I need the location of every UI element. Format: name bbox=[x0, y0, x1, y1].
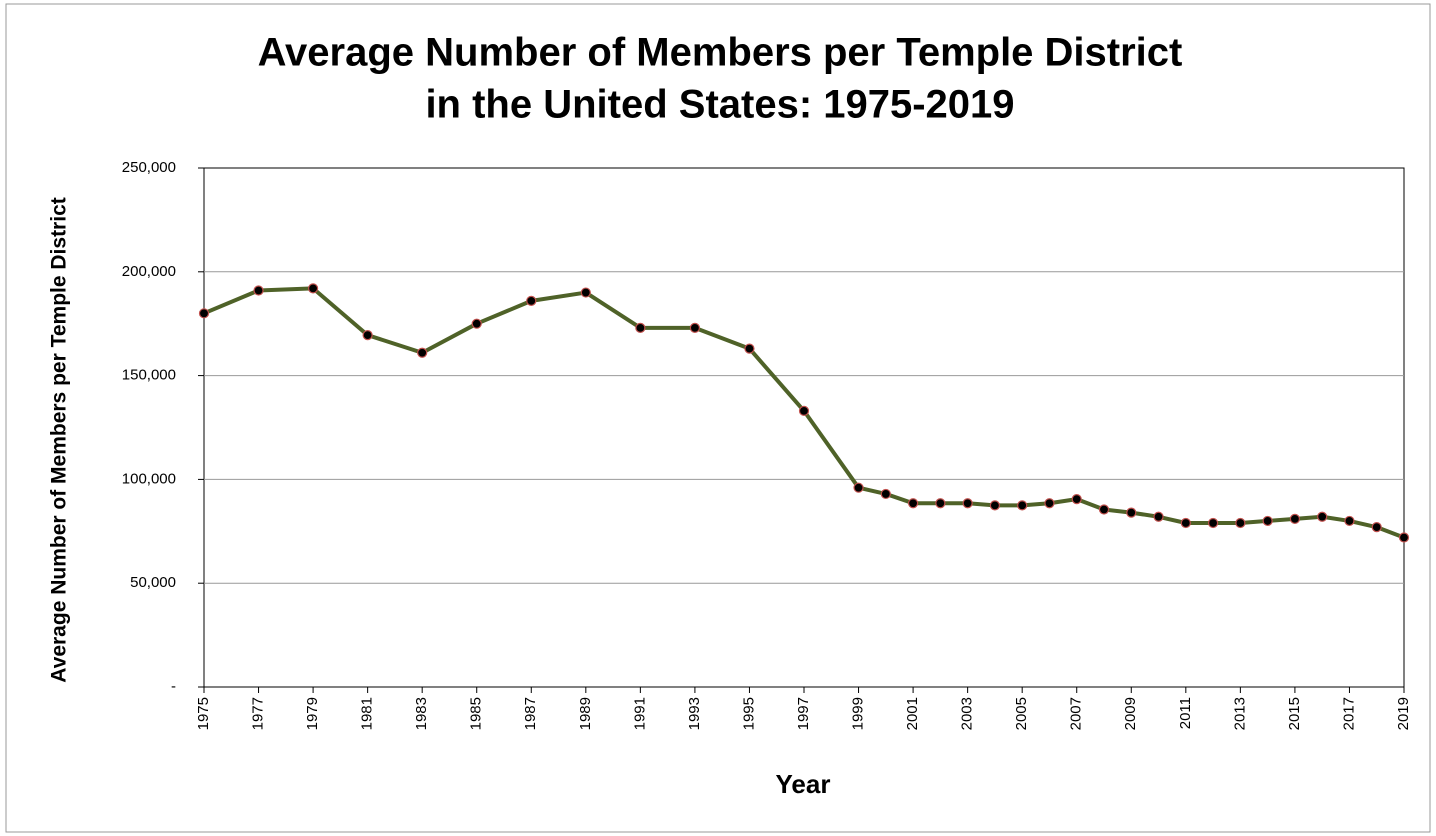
marker bbox=[989, 500, 1001, 511]
marker bbox=[580, 287, 591, 298]
x-tick-label: 1981 bbox=[359, 697, 376, 730]
x-axis-label: Year bbox=[776, 769, 831, 799]
marker bbox=[1398, 532, 1410, 543]
x-tick-label: 2003 bbox=[959, 697, 976, 730]
x-tick-label: 2009 bbox=[1122, 697, 1139, 730]
y-tick-label: - bbox=[171, 678, 176, 695]
marker bbox=[880, 488, 891, 500]
marker bbox=[526, 295, 537, 306]
marker bbox=[1371, 522, 1382, 533]
marker bbox=[471, 318, 482, 329]
x-tick-label: 1983 bbox=[413, 697, 430, 730]
marker bbox=[1262, 515, 1273, 527]
x-tick-label: 1991 bbox=[631, 697, 648, 730]
chart-title: in the United States: 1975-2019 bbox=[425, 83, 1014, 127]
y-tick-label: 100,000 bbox=[122, 470, 176, 487]
x-tick-label: 2011 bbox=[1177, 697, 1194, 729]
x-tick-label: 2017 bbox=[1340, 697, 1357, 730]
marker bbox=[1071, 494, 1082, 505]
x-tick-label: 1995 bbox=[740, 697, 757, 730]
marker bbox=[253, 285, 264, 296]
marker bbox=[417, 347, 428, 358]
marker bbox=[689, 322, 701, 333]
marker bbox=[198, 308, 210, 319]
x-tick-label: 1977 bbox=[250, 697, 267, 730]
x-tick-label: 2005 bbox=[1013, 697, 1030, 730]
marker bbox=[1344, 515, 1355, 527]
x-tick-label: 1985 bbox=[468, 697, 485, 730]
marker bbox=[1126, 507, 1137, 518]
plot-area bbox=[203, 167, 1405, 688]
x-tick-label: 2007 bbox=[1068, 697, 1085, 730]
marker bbox=[1153, 511, 1164, 522]
y-axis-label: Average Number of Members per Temple Dis… bbox=[48, 197, 71, 682]
marker bbox=[1207, 517, 1219, 529]
marker bbox=[744, 343, 755, 354]
y-tick-label: 250,000 bbox=[122, 159, 176, 176]
marker bbox=[962, 498, 973, 509]
marker bbox=[935, 498, 946, 509]
marker bbox=[1098, 504, 1110, 515]
x-tick-label: 1975 bbox=[195, 697, 212, 730]
marker bbox=[907, 498, 919, 509]
y-tick-label: 200,000 bbox=[122, 263, 176, 280]
marker bbox=[1017, 500, 1028, 511]
x-tick-label: 1989 bbox=[577, 697, 594, 730]
x-tick-label: 1987 bbox=[522, 697, 539, 730]
x-tick-label: 1979 bbox=[304, 697, 321, 730]
marker bbox=[1317, 511, 1328, 522]
marker bbox=[798, 405, 810, 416]
marker bbox=[853, 482, 864, 493]
y-tick-label: 150,000 bbox=[122, 367, 176, 384]
marker bbox=[635, 322, 646, 333]
x-tick-label: 1993 bbox=[686, 697, 703, 730]
marker bbox=[362, 330, 373, 341]
marker bbox=[1180, 517, 1191, 529]
x-tick-label: 2019 bbox=[1395, 697, 1412, 730]
marker bbox=[1235, 517, 1246, 529]
x-tick-label: 1999 bbox=[850, 697, 867, 730]
marker bbox=[1044, 498, 1055, 509]
marker bbox=[1289, 513, 1301, 524]
chart-title: Average Number of Members per Temple Dis… bbox=[258, 31, 1183, 75]
x-tick-label: 1997 bbox=[795, 697, 812, 730]
x-tick-label: 2013 bbox=[1231, 697, 1248, 730]
y-tick-label: 50,000 bbox=[130, 574, 176, 591]
x-tick-label: 2015 bbox=[1286, 697, 1303, 730]
marker bbox=[307, 283, 319, 294]
x-tick-label: 2001 bbox=[904, 697, 921, 730]
